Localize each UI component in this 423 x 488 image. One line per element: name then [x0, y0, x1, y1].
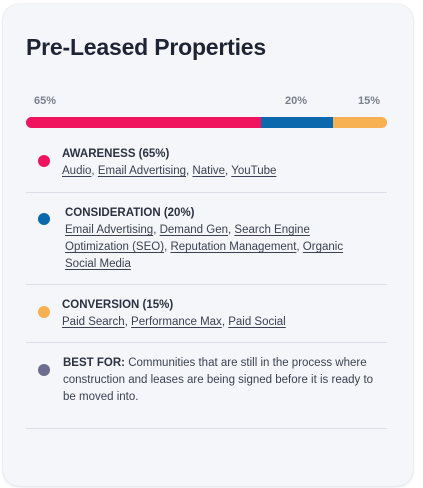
conversion-percent-label: 15%	[358, 95, 381, 107]
awareness-section: AWARENESS (65%) Audio, Email Advertising…	[62, 146, 382, 180]
consideration-link-demand-gen[interactable]: Demand Gen	[159, 224, 229, 236]
consideration-link-reputation-management[interactable]: Reputation Management	[170, 241, 297, 253]
awareness-dot-icon	[38, 155, 50, 167]
consideration-section: CONSIDERATION (20%) Email Advertising, D…	[65, 205, 365, 273]
best-for-dot-icon	[38, 364, 50, 376]
best-for-section: BEST FOR: Communities that are still in …	[63, 355, 381, 406]
link-separator: ,	[164, 241, 171, 253]
awareness-link-audio[interactable]: Audio	[62, 165, 92, 177]
section-divider	[26, 192, 387, 193]
conversion-heading: CONVERSION (15%)	[62, 299, 174, 311]
section-divider	[26, 342, 387, 343]
conversion-link-paid-search[interactable]: Paid Search	[62, 316, 125, 328]
link-separator: ,	[124, 316, 132, 328]
consideration-segment	[260, 117, 333, 128]
consideration-link-email-advertising[interactable]: Email Advertising	[65, 224, 154, 236]
best-for-text-block: BEST FOR: Communities that are still in …	[63, 355, 381, 406]
funnel-distribution-bar	[26, 117, 387, 128]
link-separator: ,	[221, 316, 229, 328]
consideration-links: Email Advertising, Demand Gen, Search En…	[65, 222, 365, 273]
conversion-links: Paid Search, Performance Max, Paid Socia…	[62, 314, 382, 331]
conversion-link-performance-max[interactable]: Performance Max	[131, 316, 222, 328]
link-separator: ,	[228, 224, 235, 236]
awareness-percent-label: 65%	[34, 95, 57, 107]
section-divider	[26, 428, 387, 429]
consideration-dot-icon	[38, 213, 50, 225]
consideration-link-search-engine-optimization-seo[interactable]: Search Engine Optimization (SEO)	[65, 224, 310, 253]
best-for-description: Communities that are still in the proces…	[63, 357, 374, 403]
awareness-heading: AWARENESS (65%)	[62, 148, 170, 160]
consideration-heading: CONSIDERATION (20%)	[65, 207, 195, 219]
link-separator: ,	[153, 224, 160, 236]
link-separator: ,	[91, 165, 98, 177]
consideration-percent-label: 20%	[285, 95, 308, 107]
consideration-link-organic-social-media[interactable]: Organic Social Media	[65, 241, 344, 270]
awareness-links: Audio, Email Advertising, Native, YouTub…	[62, 163, 382, 180]
link-separator: ,	[186, 165, 193, 177]
awareness-link-email-advertising[interactable]: Email Advertising	[97, 165, 187, 177]
best-for-label: BEST FOR:	[63, 357, 125, 369]
pre-leased-card	[3, 4, 413, 486]
section-divider	[26, 284, 387, 285]
conversion-dot-icon	[38, 306, 50, 318]
conversion-section: CONVERSION (15%) Paid Search, Performanc…	[62, 297, 382, 331]
awareness-segment	[26, 117, 261, 128]
link-separator: ,	[225, 165, 232, 177]
link-separator: ,	[296, 241, 303, 253]
awareness-link-native[interactable]: Native	[192, 165, 226, 177]
conversion-segment	[332, 117, 387, 128]
conversion-link-paid-social[interactable]: Paid Social	[228, 316, 286, 328]
card-title: Pre-Leased Properties	[26, 34, 266, 60]
awareness-link-youtube[interactable]: YouTube	[231, 165, 277, 177]
